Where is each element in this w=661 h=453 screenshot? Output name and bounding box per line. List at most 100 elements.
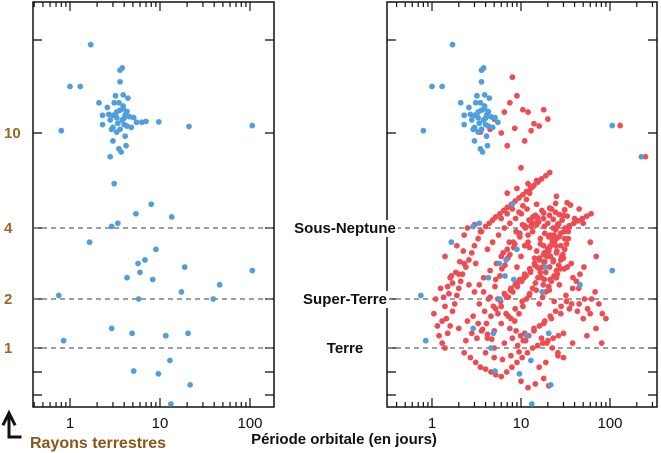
- data-point: [563, 241, 570, 247]
- data-point: [526, 244, 533, 251]
- y-tick-label: 2: [4, 291, 12, 308]
- data-point: [576, 206, 583, 212]
- data-point: [588, 296, 595, 302]
- data-point: [542, 359, 549, 366]
- x-tick-label: 100: [597, 415, 622, 432]
- data-point: [470, 223, 477, 230]
- data-point: [504, 204, 511, 211]
- y-tick-label: 1: [4, 340, 12, 357]
- data-point: [581, 264, 587, 270]
- data-point: [560, 255, 567, 262]
- data-point: [514, 342, 521, 349]
- data-point: [538, 335, 545, 342]
- data-point: [545, 233, 552, 240]
- data-point: [488, 345, 494, 351]
- data-point: [142, 257, 148, 263]
- data-point: [555, 332, 562, 339]
- label-background: [324, 340, 366, 357]
- data-point: [567, 202, 574, 208]
- data-point: [502, 273, 508, 279]
- data-point: [497, 296, 503, 302]
- data-point: [417, 292, 424, 299]
- data-point: [542, 264, 549, 270]
- data-point: [543, 340, 550, 346]
- data-point: [501, 225, 508, 231]
- data-point: [123, 142, 129, 149]
- data-point: [420, 127, 427, 134]
- data-point: [477, 145, 484, 152]
- data-point: [167, 357, 173, 364]
- data-point: [430, 310, 437, 317]
- data-point: [476, 281, 483, 288]
- data-point: [448, 273, 455, 279]
- reference-line-label: Sous-Neptune: [294, 220, 396, 237]
- up-arrow-corner-icon: [1, 409, 22, 439]
- data-point: [60, 337, 67, 344]
- data-point: [540, 215, 547, 222]
- data-point: [539, 294, 546, 301]
- data-point: [580, 220, 587, 227]
- data-point: [443, 315, 450, 322]
- y-axis-label: Rayons terrestres: [30, 435, 166, 452]
- data-point: [466, 281, 472, 288]
- data-point: [516, 209, 522, 216]
- data-point: [472, 359, 479, 366]
- data-point: [510, 276, 517, 283]
- data-point: [540, 251, 547, 258]
- data-point: [580, 315, 587, 322]
- data-point: [531, 262, 538, 269]
- data-point: [135, 260, 141, 267]
- data-point: [516, 348, 522, 355]
- data-point: [548, 278, 555, 285]
- data-point: [540, 106, 547, 113]
- data-point: [541, 258, 548, 265]
- data-point: [563, 298, 570, 305]
- data-point: [516, 195, 522, 201]
- data-point: [128, 124, 135, 131]
- data-point: [507, 315, 514, 322]
- data-point: [119, 117, 126, 123]
- data-point: [531, 120, 537, 127]
- data-point: [475, 320, 482, 327]
- x-tick-label: 1: [66, 415, 74, 432]
- data-point: [529, 183, 536, 190]
- data-point: [557, 265, 564, 272]
- data-point: [155, 370, 162, 377]
- data-point: [534, 342, 541, 349]
- data-point: [527, 357, 534, 364]
- data-point: [470, 126, 477, 133]
- data-point: [498, 130, 505, 136]
- data-point: [557, 230, 564, 237]
- data-point: [638, 153, 645, 160]
- data-point: [167, 401, 174, 407]
- data-point: [489, 124, 496, 131]
- data-point: [593, 325, 599, 332]
- data-point: [143, 118, 149, 125]
- data-point: [476, 301, 483, 307]
- data-point: [455, 325, 462, 332]
- data-point: [500, 249, 507, 256]
- data-point: [468, 249, 475, 256]
- data-point: [96, 99, 102, 106]
- data-point: [498, 373, 505, 380]
- data-point: [448, 239, 455, 246]
- data-point: [429, 83, 435, 90]
- data-point: [105, 111, 112, 118]
- data-point: [551, 298, 558, 305]
- data-point: [524, 349, 531, 356]
- data-point: [491, 354, 498, 361]
- data-point: [525, 109, 531, 115]
- data-point: [472, 260, 479, 267]
- data-point: [555, 221, 561, 227]
- data-point: [542, 269, 549, 276]
- data-point: [577, 271, 583, 278]
- data-point: [137, 269, 143, 276]
- data-point: [544, 220, 551, 227]
- data-point: [178, 289, 185, 295]
- data-point: [104, 104, 111, 111]
- data-point: [461, 121, 468, 128]
- data-point: [457, 99, 464, 106]
- data-point: [544, 116, 551, 122]
- data-point: [466, 257, 472, 263]
- data-point: [545, 330, 552, 337]
